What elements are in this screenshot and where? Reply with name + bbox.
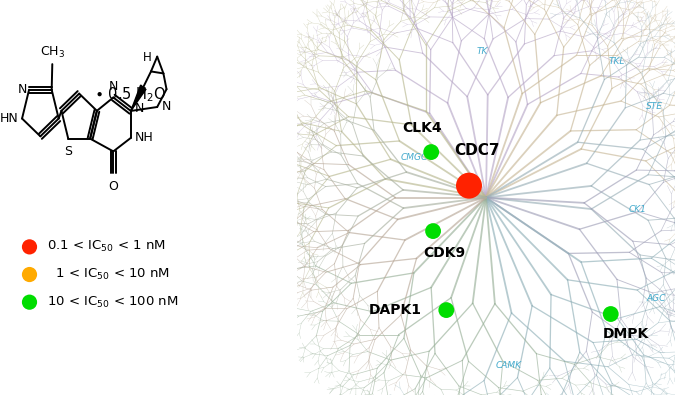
Text: TKL: TKL xyxy=(608,57,624,66)
Text: CLK4: CLK4 xyxy=(402,121,441,135)
Text: H: H xyxy=(143,51,152,64)
Text: HN: HN xyxy=(0,112,18,125)
Text: CAMK: CAMK xyxy=(495,361,522,370)
Text: N: N xyxy=(162,100,171,113)
Polygon shape xyxy=(131,85,146,111)
Point xyxy=(24,299,35,305)
Text: O: O xyxy=(109,180,118,193)
Text: S: S xyxy=(64,145,72,158)
Text: CMGC: CMGC xyxy=(400,154,428,162)
Text: N: N xyxy=(109,80,118,93)
Point xyxy=(441,307,452,313)
Text: AGC: AGC xyxy=(647,294,666,303)
Point xyxy=(426,149,437,155)
Text: CH$_3$: CH$_3$ xyxy=(40,45,65,60)
Text: CDK9: CDK9 xyxy=(423,246,466,260)
Text: $\bullet$ 0.5 H$_2$O: $\bullet$ 0.5 H$_2$O xyxy=(94,85,167,104)
Text: 1 < IC$_{50}$ < 10 nM: 1 < IC$_{50}$ < 10 nM xyxy=(47,267,169,282)
Text: TK: TK xyxy=(477,47,488,56)
Text: 0.1 < IC$_{50}$ < 1 nM: 0.1 < IC$_{50}$ < 1 nM xyxy=(47,239,165,254)
Point xyxy=(24,244,35,250)
Text: NH: NH xyxy=(134,132,153,145)
Text: STE: STE xyxy=(646,102,663,111)
Text: CK1: CK1 xyxy=(628,205,646,214)
Text: DAPK1: DAPK1 xyxy=(369,303,422,317)
Point xyxy=(605,311,616,317)
Text: CDC7: CDC7 xyxy=(454,143,500,158)
Point xyxy=(428,228,439,234)
Text: N: N xyxy=(18,83,28,96)
Point xyxy=(464,182,475,189)
Text: N: N xyxy=(134,102,144,115)
Text: 10 < IC$_{50}$ < 100 nM: 10 < IC$_{50}$ < 100 nM xyxy=(47,295,178,310)
Text: DMPK: DMPK xyxy=(603,327,649,341)
Point xyxy=(24,271,35,278)
